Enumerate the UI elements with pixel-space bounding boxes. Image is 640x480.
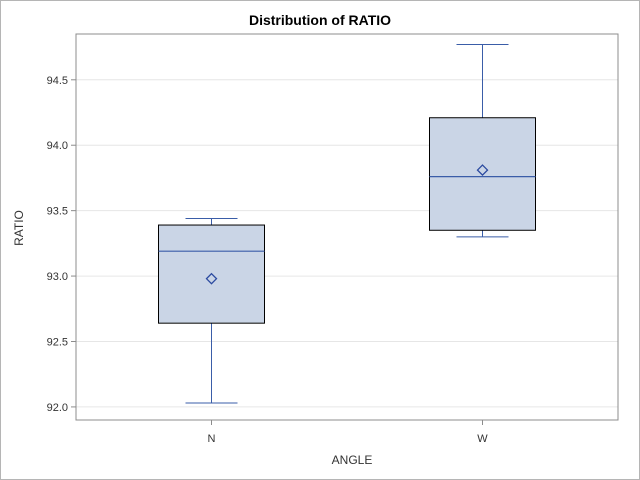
chart-title: Distribution of RATIO xyxy=(249,12,391,28)
plot-frame xyxy=(75,33,619,421)
y-tick-label: 93.0 xyxy=(47,271,68,283)
mean-marker xyxy=(476,164,489,177)
y-tick-label: 94.0 xyxy=(47,140,68,152)
x-tick-label: N xyxy=(208,433,216,445)
box-W xyxy=(429,117,536,231)
y-tick-label: 92.0 xyxy=(47,402,68,414)
x-tick-label: W xyxy=(477,433,488,445)
y-tick-label: 94.5 xyxy=(47,75,68,87)
y-tick-label: 92.5 xyxy=(47,336,68,348)
plot-area: 92.0 92.5 93.0 93.5 94.0 94.5 N W xyxy=(47,33,619,445)
x-axis-label: ANGLE xyxy=(332,453,373,467)
y-tick-label: 93.5 xyxy=(47,206,68,218)
y-axis-label: RATIO xyxy=(12,210,26,246)
mean-marker xyxy=(205,272,218,285)
